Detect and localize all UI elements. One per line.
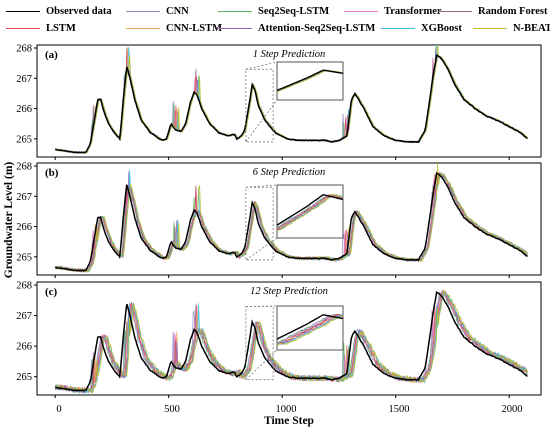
inset-frame xyxy=(276,61,344,101)
inset-series-line xyxy=(276,314,344,345)
y-tick-label: 266 xyxy=(16,104,32,115)
y-tick-label: 265 xyxy=(16,252,32,263)
legend-item-observed-data: Observed data xyxy=(6,4,112,18)
panel-frame xyxy=(36,162,542,276)
inset-observed-line xyxy=(276,314,344,340)
inset-series-line xyxy=(277,313,344,344)
legend-swatch xyxy=(218,10,252,12)
legend-swatch xyxy=(344,10,378,12)
legend-label: XGBoost xyxy=(421,22,462,34)
legend-label: Seq2Seq-LSTM xyxy=(258,5,330,17)
panel-title: 12 Step Prediction xyxy=(250,286,328,297)
legend-item-n-beats: N-BEATS xyxy=(473,21,550,35)
series-line-observed-data xyxy=(55,53,528,154)
panel-title: 6 Step Prediction xyxy=(253,167,326,178)
y-tick-label: 268 xyxy=(16,281,32,292)
x-tick-label: 500 xyxy=(164,404,180,415)
y-tick-label: 268 xyxy=(16,44,32,55)
legend-swatch xyxy=(438,10,472,12)
panel-c: 265 266 267 268 (c) 12 Step Prediction xyxy=(16,281,542,398)
legend-label: Random Forest xyxy=(478,5,548,17)
x-axis: 0 500 1000 1500 2000 Time Step xyxy=(56,404,522,427)
y-tick-label: 267 xyxy=(16,192,32,203)
legend-label: Transformer xyxy=(384,5,442,17)
y-tick-label: 267 xyxy=(16,74,32,85)
legend: Observed data CNN Seq2Seq-LSTM Transform… xyxy=(0,0,550,40)
legend-label: CNN-LSTM xyxy=(166,22,223,34)
series-group xyxy=(54,45,528,154)
zoom-connector xyxy=(245,61,278,70)
legend-item-lstm: LSTM xyxy=(6,21,76,35)
panel-a: 265 266 267 268 (a) 1 Step Prediction xyxy=(16,44,542,160)
legend-label: LSTM xyxy=(46,22,76,34)
legend-item-xgboost: XGBoost xyxy=(381,21,462,35)
x-tick-label: 2000 xyxy=(502,404,523,415)
zoom-connector xyxy=(245,99,278,143)
series-group xyxy=(54,288,528,395)
legend-label: Attention-Seq2Seq-LSTM xyxy=(258,22,376,34)
legend-swatch xyxy=(6,27,40,29)
y-axis-label: Groundwater Level (m) xyxy=(3,162,15,279)
inset-observed-line xyxy=(276,69,344,92)
series-group xyxy=(54,163,528,273)
legend-item-cnn-lstm: CNN-LSTM xyxy=(126,21,222,35)
panel-frame xyxy=(36,281,542,396)
panel-b: 265 266 267 268 (b) 6 Step Prediction xyxy=(16,162,542,278)
series-line-n-beats xyxy=(54,288,528,394)
legend-swatch xyxy=(126,27,160,29)
legend-item-attention-seq2seq-lstm: Attention-Seq2Seq-LSTM xyxy=(218,21,375,35)
inset-series-line xyxy=(276,314,344,346)
legend-label: CNN xyxy=(166,5,189,17)
zoom-connector xyxy=(245,349,278,380)
legend-item-cnn: CNN xyxy=(126,4,189,18)
x-axis-label: Time Step xyxy=(264,415,314,427)
legend-swatch xyxy=(218,27,252,29)
legend-swatch xyxy=(6,10,40,12)
x-tick-label: 1000 xyxy=(276,404,297,415)
panel-label: (b) xyxy=(45,167,59,179)
series-line-observed-data xyxy=(55,291,528,392)
legend-swatch xyxy=(381,27,415,29)
panel-label: (c) xyxy=(45,286,58,298)
zoom-connector xyxy=(245,184,278,188)
x-tick-label: 0 xyxy=(56,404,61,415)
legend-item-transformer: Transformer xyxy=(344,4,442,18)
y-tick-label: 268 xyxy=(16,162,32,173)
x-tick-label: 1500 xyxy=(389,404,410,415)
zoom-region xyxy=(245,68,274,143)
panel-title: 1 Step Prediction xyxy=(253,49,326,60)
y-tick-label: 265 xyxy=(16,372,32,383)
y-tick-label: 265 xyxy=(16,134,32,145)
legend-swatch xyxy=(126,10,160,12)
panel-frame xyxy=(36,44,542,158)
y-tick-label: 267 xyxy=(16,311,32,322)
legend-label: Observed data xyxy=(46,5,112,17)
panel-label: (a) xyxy=(45,49,58,61)
legend-item-random-forest: Random Forest xyxy=(438,4,548,18)
inset-observed-line xyxy=(276,193,344,226)
y-tick-label: 266 xyxy=(16,222,32,233)
legend-label: N-BEATS xyxy=(513,22,550,34)
series-line-observed-data xyxy=(55,171,528,272)
zoom-region xyxy=(245,186,274,261)
legend-item-seq2seq-lstm: Seq2Seq-LSTM xyxy=(218,4,329,18)
inset-series-line xyxy=(276,194,344,232)
zoom-connector xyxy=(245,237,278,261)
y-tick-label: 266 xyxy=(16,342,32,353)
legend-swatch xyxy=(473,27,507,29)
